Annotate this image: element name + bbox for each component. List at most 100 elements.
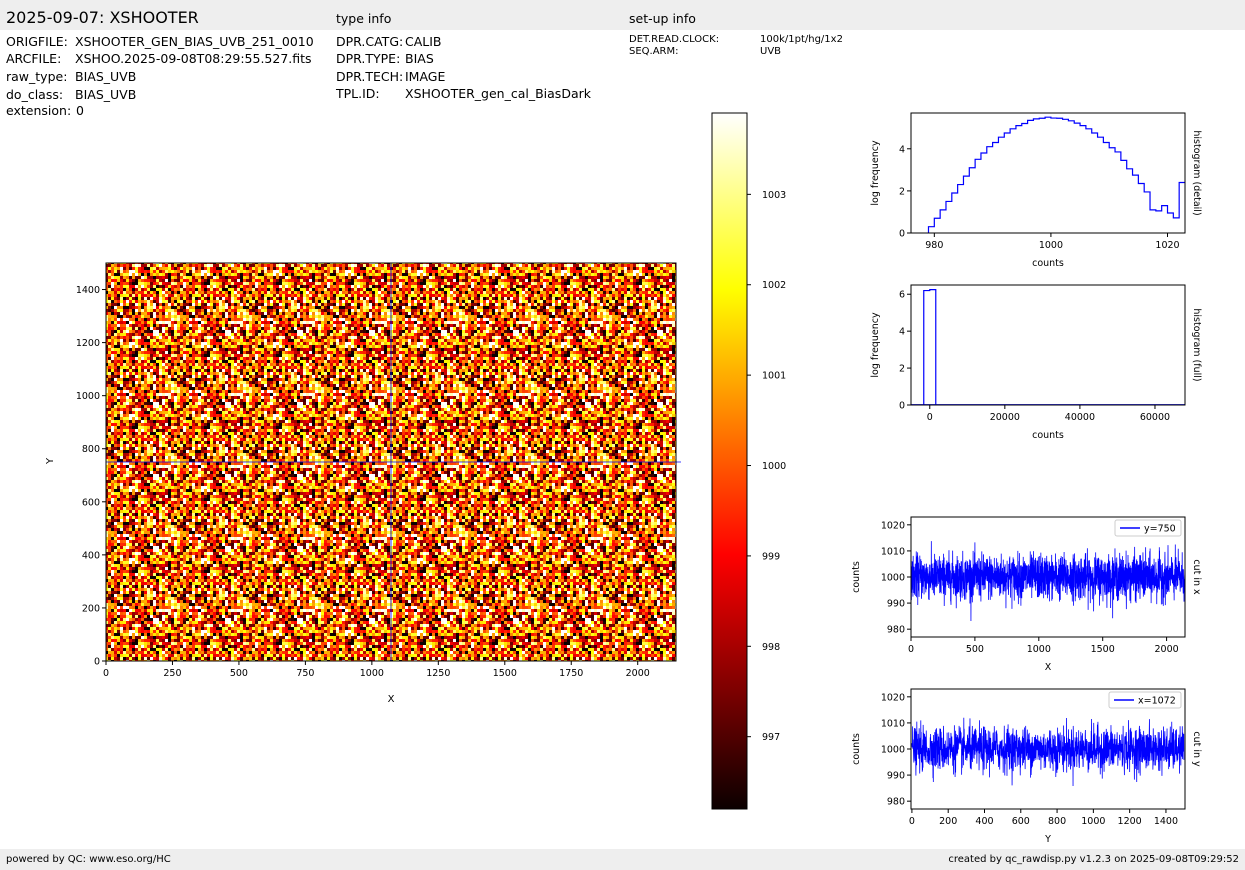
cut-y-panel: 0 200 400 600 800 1000 1200 1400 980 990 1000 1010 1… (851, 688, 1202, 845)
panel-frame (910, 284, 1186, 406)
y-tick-label: 1010 (881, 546, 905, 557)
x-tick-label: 1500 (1091, 644, 1115, 655)
y-tick-label: 1000 (76, 391, 100, 402)
colorbar-tick-label: 1000 (762, 461, 786, 472)
x-tick-label: 1200 (1118, 816, 1142, 827)
cut-series (911, 541, 1185, 622)
histogram-detail-panel: 980 1000 1020 0 2 4 counts log frequency histogr… (870, 112, 1202, 269)
x-tick-label: 2000 (1155, 644, 1179, 655)
type-info-key: DPR.TYPE: (336, 51, 401, 66)
histogram-full-series (923, 289, 937, 405)
y-tick-label: 1010 (881, 718, 905, 729)
y-tick-label: 1020 (881, 520, 905, 531)
y-tick-label: 600 (82, 497, 100, 508)
plot-area (927, 116, 1185, 233)
file-info-value: XSHOO.2025-09-08T08:29:55.527.fits (75, 51, 312, 66)
x-tick-label: 2000 (626, 668, 650, 679)
setup-info-value: UVB (760, 46, 782, 57)
y-tick-label: 800 (82, 444, 100, 455)
x-tick-label: 500 (230, 668, 248, 679)
x-tick-label: 40000 (1065, 412, 1095, 423)
type-info-value: IMAGE (405, 69, 446, 84)
image-ylabel: Y (45, 457, 56, 465)
image-y-axis: 0 200 400 600 800 1000 1200 1400 (76, 285, 106, 668)
x-tick-label: 0 (909, 816, 915, 827)
x-tick-label: 1000 (1081, 816, 1105, 827)
y-tick-label: 980 (887, 797, 905, 808)
histogram-full-panel: 0 20000 40000 60000 0 2 4 6 counts log frequency h… (870, 284, 1202, 441)
x-tick-label: 1400 (1154, 816, 1178, 827)
footer-band (0, 849, 1245, 870)
y-axis-label: log frequency (870, 140, 881, 206)
x-tick-label: 200 (939, 816, 957, 827)
type-info-key: TPL.ID: (336, 86, 380, 101)
type-info-value: BIAS (405, 51, 434, 66)
colorbar-tick-label: 1001 (762, 371, 786, 382)
y-tick-label: 1200 (76, 338, 100, 349)
x-tick-label: 1020 (1155, 240, 1179, 251)
x-tick-label: 500 (966, 644, 984, 655)
colorbar-tick-label: 1002 (762, 280, 786, 291)
type-info-key: DPR.TECH: (336, 69, 404, 84)
x-tick-label: 60000 (1140, 412, 1170, 423)
y-tick-label: 4 (899, 144, 905, 155)
x-axis-label: counts (1032, 430, 1064, 441)
plot-area (911, 717, 1185, 787)
image-x-axis: 0 250 500 750 1000 1250 1500 1750 2000 (103, 661, 650, 679)
image-frame (105, 262, 677, 662)
type-info-heading: type info (336, 11, 392, 26)
x-tick-label: 600 (1012, 816, 1030, 827)
y-tick-label: 1020 (881, 692, 905, 703)
x-tick-label: 0 (103, 668, 109, 679)
x-axis-label: X (1045, 662, 1052, 673)
file-info-key: do_class: (6, 87, 64, 102)
side-label: cut in y (1191, 731, 1202, 767)
x-tick-label: 400 (975, 816, 993, 827)
histogram-detail-series (927, 116, 1185, 233)
x-tick-label: 1000 (360, 668, 384, 679)
x-tick-label: 250 (163, 668, 181, 679)
type-info-value: XSHOOTER_gen_cal_BiasDark (405, 86, 591, 101)
x-tick-label: 1000 (1027, 644, 1051, 655)
file-info-key: extension: (6, 103, 72, 118)
file-info-key: raw_type: (6, 69, 68, 84)
y-tick-label: 0 (899, 229, 905, 240)
x-tick-label: 1000 (1039, 240, 1063, 251)
y-tick-label: 2 (899, 186, 905, 197)
colorbar: 997 998 999 1000 1001 1002 1003 (711, 112, 786, 810)
y-axis-label: log frequency (870, 312, 881, 378)
setup-info-key: DET.READ.CLOCK: (629, 34, 720, 45)
y-tick-label: 4 (899, 327, 905, 338)
file-info-value: BIAS_UVB (75, 69, 137, 84)
type-info-value: CALIB (405, 34, 442, 49)
side-label: cut in x (1191, 559, 1202, 595)
setup-info-value: 100k/1pt/hg/1x2 (760, 34, 843, 45)
y-tick-label: 0 (94, 657, 100, 668)
bias-image: 0 250 500 750 1000 1250 1500 1750 2000 0 200 400 60… (45, 262, 681, 705)
colorbar-tick-label: 1003 (762, 190, 786, 201)
file-info-key: ARCFILE: (6, 51, 62, 66)
setup-info-heading: set-up info (629, 11, 696, 26)
cut-x-panel: 0 500 1000 1500 2000 980 990 1000 1010 1020 Xcount… (851, 516, 1202, 673)
header-band (0, 0, 1245, 30)
panel-frame (910, 112, 1186, 234)
x-tick-label: 0 (908, 644, 914, 655)
plot-area (911, 541, 1185, 622)
x-tick-label: 20000 (990, 412, 1020, 423)
y-tick-label: 6 (899, 290, 905, 301)
legend-box (1114, 519, 1182, 537)
y-axis-label: counts (851, 733, 862, 765)
setup-info-key: SEQ.ARM: (629, 46, 679, 57)
x-tick-label: 980 (925, 240, 943, 251)
y-tick-label: 2 (899, 364, 905, 375)
legend-label: x=1072 (1138, 696, 1176, 707)
colorbar-tick-label: 999 (762, 551, 780, 562)
image-xlabel: X (388, 694, 395, 705)
side-label: histogram (full) (1191, 308, 1202, 381)
y-tick-label: 990 (887, 771, 905, 782)
y-tick-label: 980 (887, 625, 905, 636)
y-axis-label: counts (851, 561, 862, 593)
file-info-value: XSHOOTER_GEN_BIAS_UVB_251_0010 (75, 34, 314, 49)
y-tick-label: 1400 (76, 285, 100, 296)
x-tick-label: 1500 (493, 668, 517, 679)
